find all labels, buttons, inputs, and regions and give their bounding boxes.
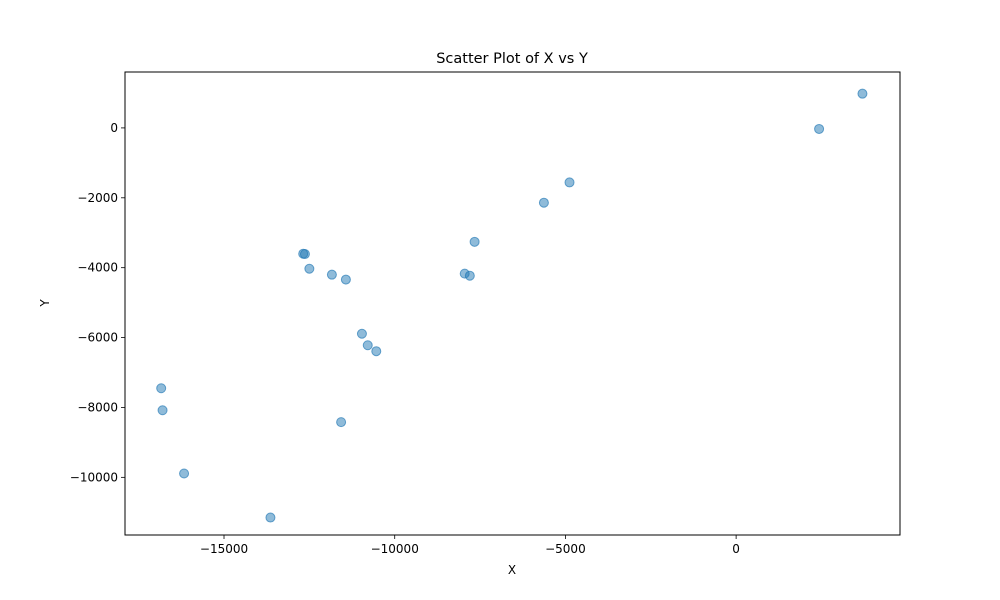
scatter-point: [304, 263, 315, 274]
scatter-point: [336, 417, 347, 428]
y-axis-label: Y: [38, 299, 52, 308]
x-tick-label: −15000: [200, 542, 248, 556]
scatter-point: [857, 88, 868, 99]
y-tick-label: −4000: [77, 261, 118, 275]
x-axis-label: X: [508, 563, 516, 577]
y-tick-label: −6000: [77, 331, 118, 345]
scatter-point: [356, 328, 367, 339]
scatter-point: [564, 177, 575, 188]
scatter-point: [179, 468, 190, 479]
scatter-point: [156, 383, 167, 394]
x-tick-label: −5000: [545, 542, 586, 556]
chart-title: Scatter Plot of X vs Y: [436, 51, 588, 67]
ticks-layer: −15000 −10000 −5000 0 −10000 −8000 −6000 −4000 −…: [70, 121, 740, 556]
y-tick-label: −2000: [77, 191, 118, 205]
scatter-point: [326, 269, 337, 280]
x-tick-label: 0: [732, 542, 740, 556]
y-tick-label: −8000: [77, 400, 118, 414]
scatter-point: [469, 236, 480, 247]
scatter-point: [265, 512, 276, 523]
scatter-point: [814, 123, 825, 134]
x-tick-label: −10000: [371, 542, 419, 556]
scatter-point: [299, 249, 310, 260]
y-tick-label: 0: [110, 121, 118, 135]
scatter-point: [538, 197, 549, 208]
scatter-point: [362, 340, 373, 351]
plot-frame: [124, 71, 901, 536]
scatter-point: [464, 270, 475, 281]
points-layer: [156, 88, 868, 523]
y-tick-label: −10000: [70, 470, 118, 484]
scatter-point: [340, 274, 351, 285]
scatter-point: [371, 346, 382, 357]
scatter-point: [157, 405, 168, 416]
